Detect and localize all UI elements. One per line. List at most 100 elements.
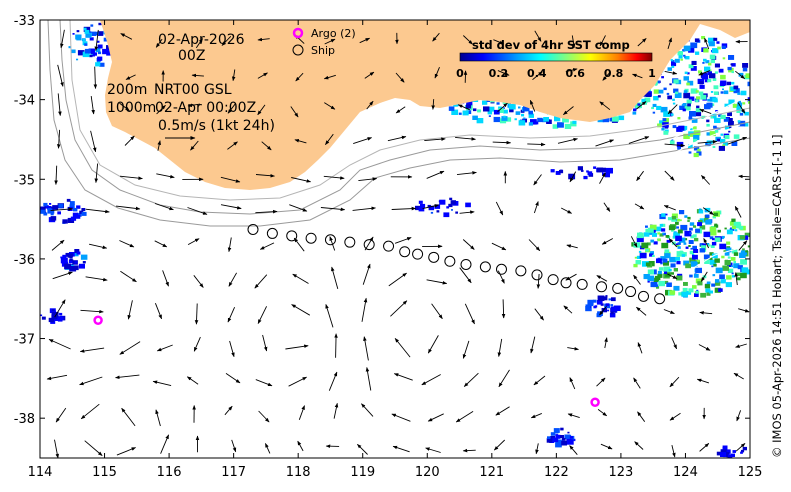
sst-pixel xyxy=(688,245,691,247)
sst-pixel xyxy=(744,232,750,238)
sst-pixel xyxy=(66,198,71,202)
sst-pixel xyxy=(647,269,654,275)
current-vector xyxy=(738,174,750,179)
sst-pixel xyxy=(562,117,569,123)
current-vector xyxy=(532,71,543,81)
sst-pixel xyxy=(687,80,694,86)
sst-pixel xyxy=(721,45,726,49)
sst-pixel xyxy=(745,250,749,253)
sst-pixel xyxy=(683,242,687,245)
current-vector xyxy=(94,29,99,52)
current-vector xyxy=(227,102,237,114)
current-vector xyxy=(734,205,742,218)
sst-pixel xyxy=(660,256,666,261)
sst-pixel xyxy=(661,213,666,217)
sst-pixel xyxy=(739,235,746,240)
current-vector xyxy=(671,337,678,350)
sst-pixel xyxy=(462,110,469,116)
current-vector xyxy=(325,133,334,145)
sst-pixel xyxy=(692,285,697,289)
sst-pixel xyxy=(692,234,697,238)
current-vector xyxy=(493,439,506,451)
current-vector xyxy=(125,74,136,80)
current-vector xyxy=(85,276,108,282)
current-vector xyxy=(664,143,686,148)
current-vector xyxy=(80,403,100,420)
sst-pixel xyxy=(742,248,745,251)
sst-pixel xyxy=(726,275,732,280)
sst-pixel xyxy=(82,51,90,58)
sst-pixel xyxy=(568,173,576,180)
sst-pixel xyxy=(673,79,679,84)
sst-pixel xyxy=(698,219,703,224)
sst-pixel xyxy=(688,96,695,101)
current-vector xyxy=(119,175,143,180)
sst-pixel xyxy=(62,254,67,259)
sst-pixel xyxy=(40,206,46,212)
sst-pixel xyxy=(723,90,729,95)
sst-pixel xyxy=(651,106,654,110)
sst-pixel xyxy=(703,58,707,62)
sst-pixel xyxy=(731,218,736,222)
current-vector xyxy=(187,103,201,108)
sst-pixel xyxy=(731,71,734,74)
sst-pixel xyxy=(684,215,688,218)
current-vector xyxy=(120,33,133,40)
current-vector xyxy=(294,139,307,144)
sst-pixel xyxy=(566,438,572,444)
current-vector xyxy=(535,443,539,455)
sst-pixel xyxy=(689,274,693,278)
sst-pixel xyxy=(688,116,693,120)
sst-pixel xyxy=(679,105,685,110)
sst-pixel xyxy=(720,74,726,80)
current-vector xyxy=(57,64,64,87)
sst-pixel xyxy=(717,138,721,142)
sst-pixel xyxy=(41,316,46,320)
sst-pixel xyxy=(449,197,453,201)
sst-pixel xyxy=(85,33,92,38)
sst-pixel xyxy=(717,229,721,233)
date-label: 02-Apr-2026 xyxy=(158,32,245,48)
current-vector xyxy=(79,376,103,386)
current-vector xyxy=(186,376,199,385)
sst-pixel xyxy=(537,117,543,123)
current-vector xyxy=(565,273,577,281)
sst-pixel xyxy=(695,51,700,55)
sst-pixel xyxy=(727,256,731,259)
current-vector xyxy=(599,306,607,316)
ship-position-marker xyxy=(266,227,278,239)
sst-pixel xyxy=(498,106,502,110)
current-vector xyxy=(48,338,71,350)
current-vector xyxy=(152,380,172,387)
sst-pixel xyxy=(702,62,705,64)
sst-pixel xyxy=(652,254,655,257)
sst-pixel xyxy=(731,81,735,85)
sst-pixel xyxy=(703,231,711,238)
sst-pixel xyxy=(662,258,668,263)
sst-pixel xyxy=(658,283,661,285)
current-vector xyxy=(530,412,542,419)
sst-pixel xyxy=(709,226,716,232)
sst-pixel xyxy=(714,258,720,263)
ship-position-marker xyxy=(305,232,317,244)
sst-pixel xyxy=(658,89,664,94)
sst-pixel xyxy=(683,282,688,286)
sst-pixel xyxy=(662,118,667,122)
sst-pixel xyxy=(652,229,656,233)
current-vector xyxy=(387,135,407,142)
sst-pixel xyxy=(73,207,78,212)
x-tick-label: 119 xyxy=(350,465,375,480)
current-vector xyxy=(602,72,611,81)
y-tick-label: -35 xyxy=(14,173,35,188)
current-vector xyxy=(636,170,644,182)
sst-pixel xyxy=(727,66,732,71)
current-vector xyxy=(220,176,241,183)
sst-pixel xyxy=(83,26,91,32)
sst-pixel xyxy=(503,109,508,114)
sst-pixel xyxy=(671,213,678,219)
sst-pixel xyxy=(699,81,704,85)
sst-pixel xyxy=(696,96,700,100)
sst-pixel xyxy=(655,226,662,232)
timestamp-label: 02-Apr 00:00Z xyxy=(155,100,256,116)
